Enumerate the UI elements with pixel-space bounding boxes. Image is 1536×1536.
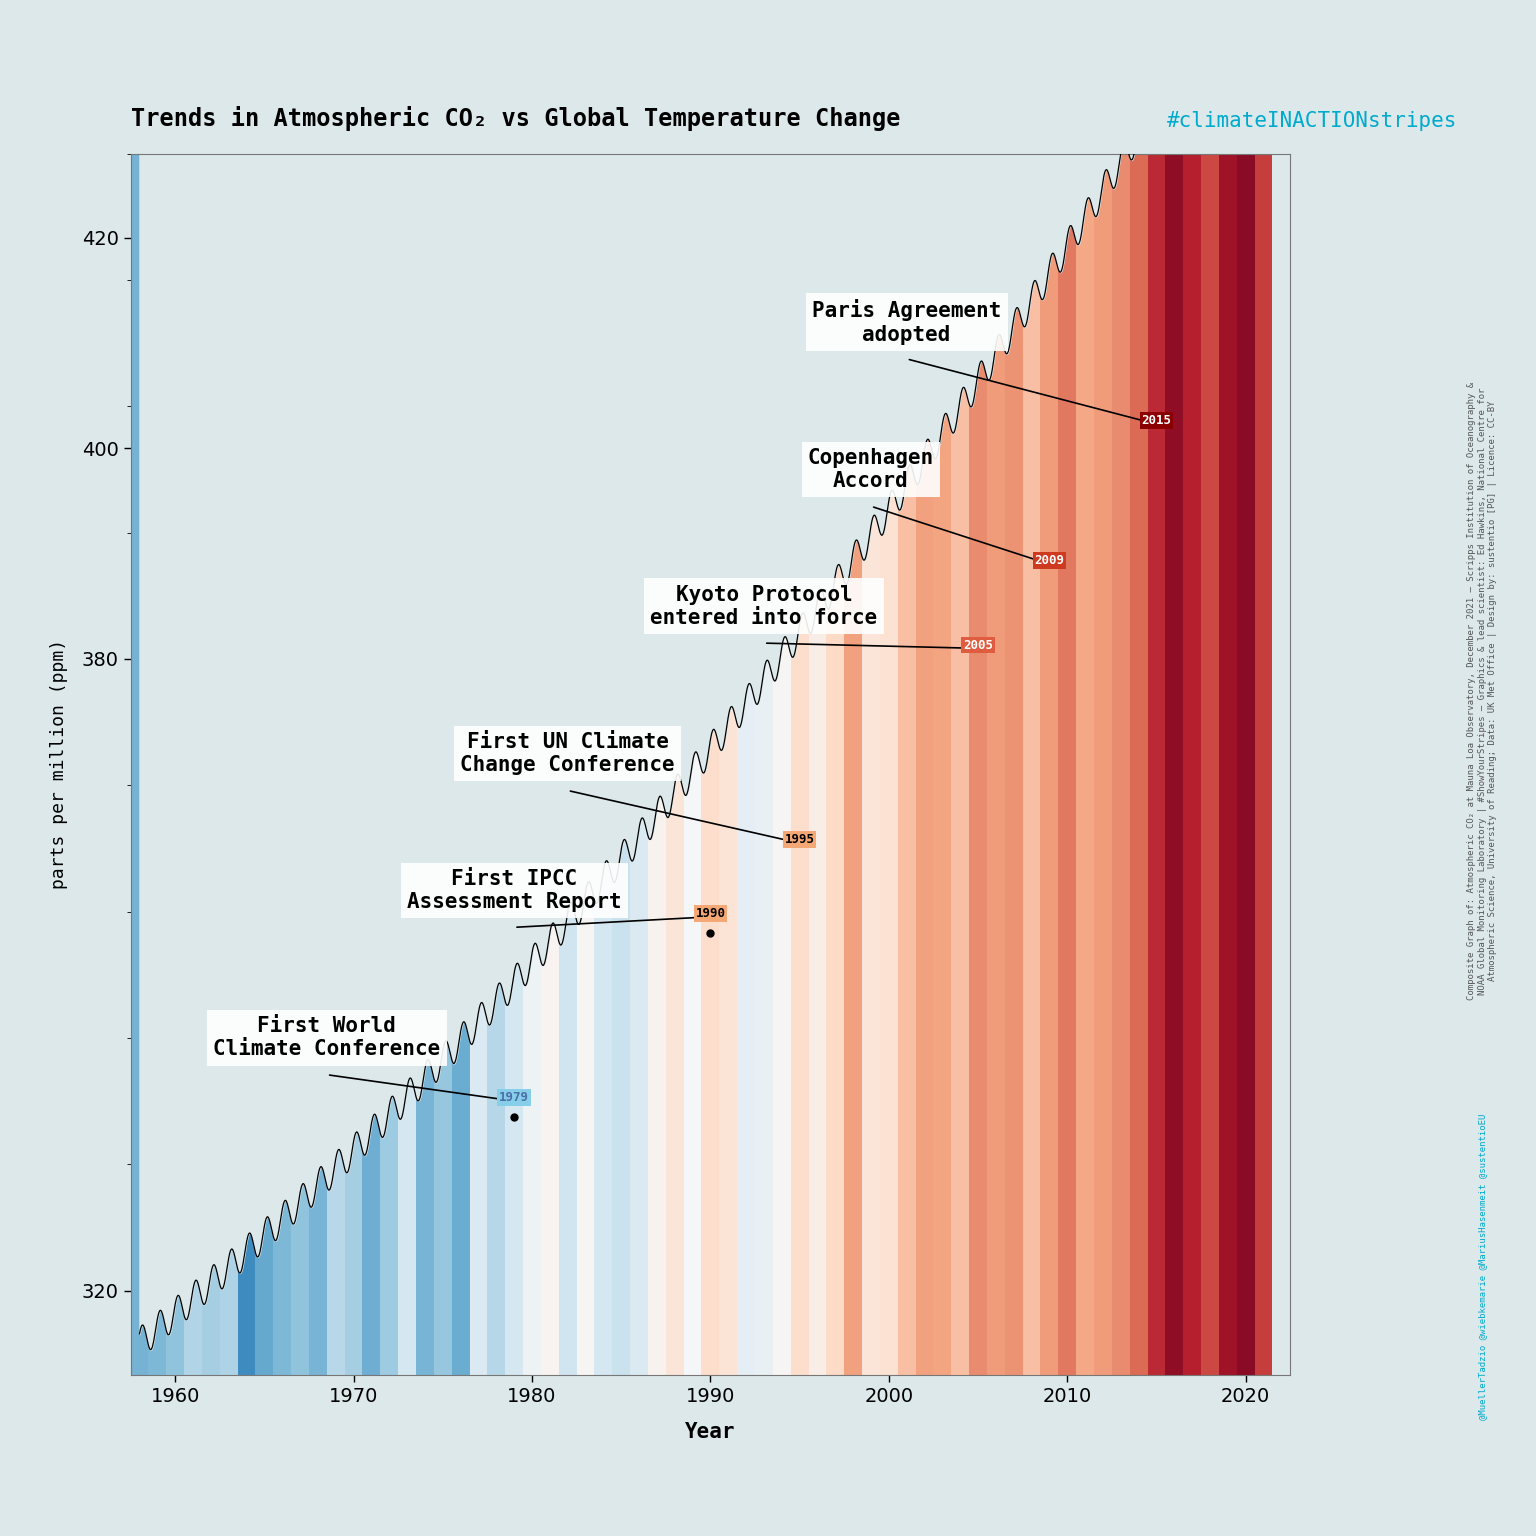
Bar	[416, 154, 433, 1375]
Bar	[524, 154, 541, 1375]
Bar	[897, 154, 915, 1375]
Bar	[880, 154, 897, 1375]
Bar	[201, 154, 220, 1375]
Text: 2009: 2009	[1034, 554, 1064, 567]
Text: Kyoto Protocol
entered into force: Kyoto Protocol entered into force	[650, 585, 877, 628]
Bar	[1201, 154, 1220, 1375]
Bar	[559, 154, 576, 1375]
Bar	[362, 154, 381, 1375]
Text: 1995: 1995	[785, 833, 814, 846]
Bar	[1058, 154, 1077, 1375]
Bar	[773, 154, 791, 1375]
Bar	[1129, 154, 1147, 1375]
Bar	[1112, 154, 1129, 1375]
Bar	[737, 154, 756, 1375]
Text: First UN Climate
Change Conference: First UN Climate Change Conference	[461, 733, 674, 776]
Bar	[791, 154, 808, 1375]
Bar	[487, 154, 505, 1375]
Bar	[1183, 154, 1201, 1375]
Bar	[988, 154, 1005, 1375]
Bar	[1023, 154, 1040, 1375]
Bar	[166, 154, 184, 1375]
Bar	[719, 154, 737, 1375]
Bar	[381, 154, 398, 1375]
Bar	[648, 154, 665, 1375]
Text: First IPCC
Assessment Report: First IPCC Assessment Report	[407, 869, 622, 912]
Bar	[238, 154, 255, 1375]
Bar	[808, 154, 826, 1375]
Bar	[1077, 154, 1094, 1375]
Bar	[1094, 154, 1112, 1375]
Bar	[505, 154, 524, 1375]
Bar	[220, 154, 238, 1375]
Text: 2015: 2015	[1141, 415, 1172, 427]
Bar	[1147, 154, 1166, 1375]
Text: Trends in Atmospheric CO₂ vs Global Temperature Change: Trends in Atmospheric CO₂ vs Global Temp…	[131, 106, 900, 131]
Bar	[756, 154, 773, 1375]
Bar	[470, 154, 487, 1375]
Bar	[934, 154, 951, 1375]
Text: Copenhagen
Accord: Copenhagen Accord	[808, 449, 934, 492]
Bar	[309, 154, 327, 1375]
Text: 1979: 1979	[499, 1091, 528, 1104]
Text: First World
Climate Conference: First World Climate Conference	[214, 1017, 441, 1060]
Text: #climateINACTIONstripes: #climateINACTIONstripes	[1167, 111, 1458, 131]
Bar	[862, 154, 880, 1375]
Bar	[1255, 154, 1272, 1375]
Bar	[576, 154, 594, 1375]
Bar	[255, 154, 273, 1375]
Bar	[433, 154, 452, 1375]
Text: 1990: 1990	[696, 906, 725, 920]
Text: Paris Agreement
adopted: Paris Agreement adopted	[813, 300, 1001, 344]
Bar	[1005, 154, 1023, 1375]
Bar	[344, 154, 362, 1375]
Bar	[951, 154, 969, 1375]
Bar	[665, 154, 684, 1375]
Bar	[969, 154, 988, 1375]
Bar	[630, 154, 648, 1375]
Bar	[1220, 154, 1236, 1375]
Bar	[826, 154, 845, 1375]
Bar	[273, 154, 292, 1375]
Y-axis label: parts per million (ppm): parts per million (ppm)	[49, 639, 68, 889]
Bar	[1236, 154, 1255, 1375]
Text: @MuellerTadzio @wiebkemarie @MariusHasenmeit @sustentioEU: @MuellerTadzio @wiebkemarie @MariusHasen…	[1478, 1114, 1487, 1421]
Bar	[131, 154, 149, 1375]
Bar	[845, 154, 862, 1375]
Bar	[702, 154, 719, 1375]
Bar	[398, 154, 416, 1375]
Bar	[149, 154, 166, 1375]
Bar	[684, 154, 702, 1375]
X-axis label: Year: Year	[685, 1422, 736, 1442]
Bar	[292, 154, 309, 1375]
Bar	[184, 154, 201, 1375]
Bar	[594, 154, 613, 1375]
Bar	[1166, 154, 1183, 1375]
Text: Composite Graph of: Atmospheric CO₂ at Mauna Loa Observatory, December 2021 – Sc: Composite Graph of: Atmospheric CO₂ at M…	[1467, 382, 1498, 1000]
Bar	[541, 154, 559, 1375]
Bar	[915, 154, 934, 1375]
Bar	[452, 154, 470, 1375]
Bar	[1040, 154, 1058, 1375]
Bar	[327, 154, 344, 1375]
Text: 2005: 2005	[963, 639, 992, 651]
Bar	[613, 154, 630, 1375]
